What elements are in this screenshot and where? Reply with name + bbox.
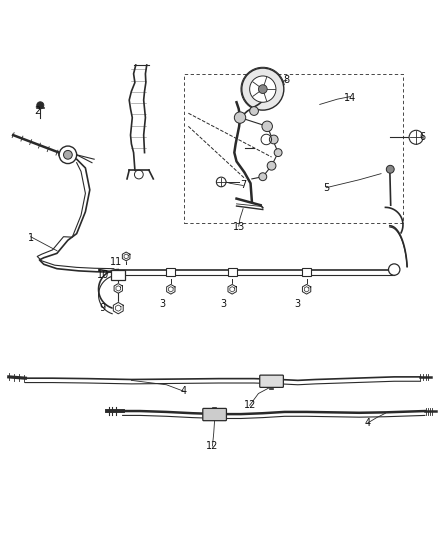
Circle shape (64, 150, 72, 159)
Text: 3: 3 (159, 298, 165, 309)
Bar (111, 270, 125, 280)
Circle shape (59, 146, 77, 164)
Text: 12: 12 (244, 400, 256, 410)
Circle shape (259, 173, 267, 181)
Circle shape (262, 121, 272, 132)
Text: 10: 10 (97, 270, 109, 280)
Bar (228, 269, 237, 276)
Circle shape (267, 161, 276, 170)
Circle shape (409, 130, 423, 144)
Bar (166, 269, 175, 276)
FancyBboxPatch shape (203, 408, 226, 421)
Text: 11: 11 (110, 257, 122, 267)
Circle shape (386, 165, 394, 173)
Text: 3: 3 (295, 298, 301, 309)
Text: 13: 13 (233, 222, 245, 232)
Text: 2: 2 (34, 106, 40, 116)
Text: 5: 5 (323, 183, 329, 192)
Polygon shape (228, 285, 237, 294)
Circle shape (216, 177, 226, 187)
Text: 12: 12 (206, 441, 219, 451)
Text: 8: 8 (284, 75, 290, 85)
FancyBboxPatch shape (260, 375, 283, 387)
Circle shape (234, 112, 246, 123)
Text: 14: 14 (344, 93, 357, 103)
Circle shape (242, 68, 284, 110)
Text: 1: 1 (28, 233, 34, 243)
Circle shape (250, 107, 258, 115)
Polygon shape (114, 284, 123, 293)
Text: 9: 9 (100, 303, 106, 313)
Text: 7: 7 (240, 181, 246, 190)
Circle shape (250, 76, 276, 102)
Text: 3: 3 (220, 298, 226, 309)
Circle shape (258, 85, 267, 93)
Text: 4: 4 (365, 418, 371, 428)
Text: 4: 4 (181, 386, 187, 397)
Bar (302, 269, 311, 276)
Circle shape (389, 264, 400, 275)
Polygon shape (113, 302, 123, 314)
Polygon shape (122, 252, 130, 261)
Circle shape (37, 102, 44, 109)
Polygon shape (166, 285, 175, 294)
Bar (184, 74, 403, 223)
Polygon shape (302, 285, 311, 294)
Circle shape (269, 135, 278, 144)
Circle shape (274, 149, 282, 157)
Text: 6: 6 (420, 132, 426, 142)
